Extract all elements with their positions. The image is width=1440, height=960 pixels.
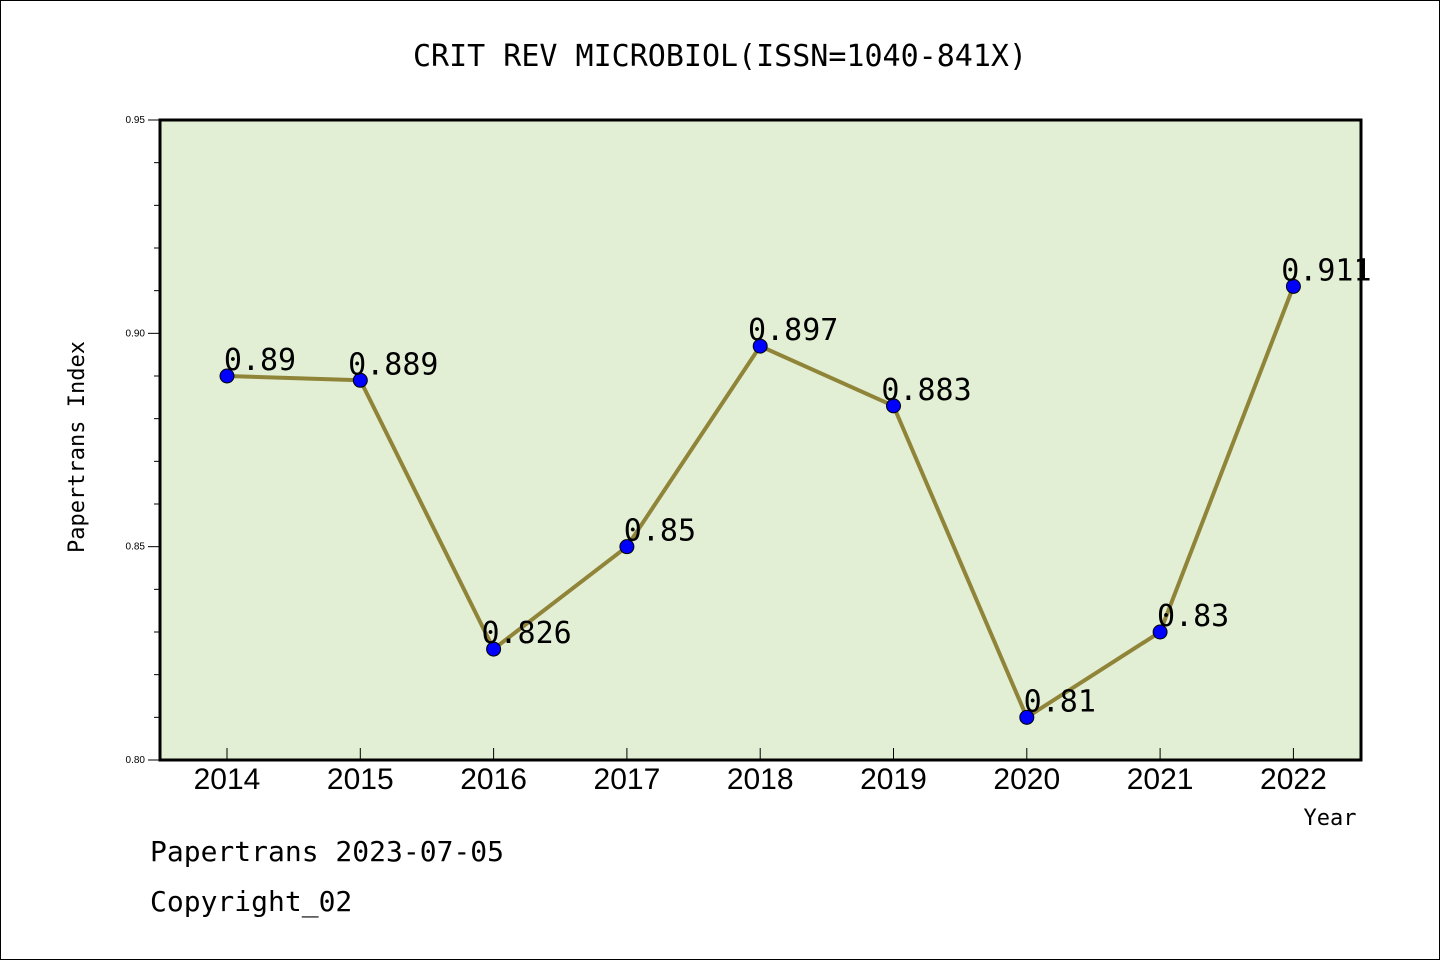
data-label: 0.911: [1281, 253, 1371, 288]
data-point: [886, 398, 901, 414]
x-axis: 2014 2015 2016 2017 2018 2019 2020 2021 2022: [194, 748, 1327, 796]
chart-title: CRIT REV MICROBIOL(ISSN=1040-841X): [413, 39, 1027, 74]
data-point: [1152, 624, 1168, 640]
x-tick-label: 2021: [1127, 763, 1194, 796]
data-label: 0.883: [881, 373, 971, 408]
x-tick-label: 2020: [993, 763, 1060, 796]
series: 0.89 0.889 0.826 0.85 0.897 0.883 0.81 0.83 0.91…: [219, 253, 1372, 725]
data-point: [352, 372, 368, 388]
footer-date: Papertrans 2023-07-05: [150, 835, 505, 868]
data-label: 0.889: [348, 347, 438, 382]
y-tick-label: 0.85: [126, 542, 146, 553]
data-point: [219, 368, 235, 384]
y-axis-label: Papertrans Index: [65, 341, 90, 553]
x-tick-label: 2017: [594, 763, 661, 796]
plot-area: [158, 118, 1363, 762]
y-tick-label: 0.95: [126, 115, 146, 126]
data-point: [1019, 709, 1035, 725]
data-point: [486, 641, 502, 657]
y-tick-label: 0.90: [126, 328, 146, 339]
data-label: 0.83: [1157, 599, 1229, 634]
data-label: 0.85: [624, 514, 696, 549]
x-tick-label: 2014: [194, 763, 261, 796]
data-point: [752, 338, 768, 354]
x-tick-label: 2016: [460, 763, 527, 796]
x-tick-label: 2022: [1260, 763, 1327, 796]
footer-copyright: Copyright_02: [150, 885, 353, 918]
data-label: 0.897: [748, 313, 838, 348]
x-tick-label: 2015: [327, 763, 394, 796]
x-tick-label: 2019: [860, 763, 927, 796]
data-label: 0.89: [224, 343, 296, 378]
data-label: 0.826: [481, 616, 571, 651]
data-label: 0.81: [1024, 684, 1096, 719]
y-tick-label: 0.80: [126, 755, 146, 766]
x-tick-label: 2018: [727, 763, 794, 796]
data-point: [1285, 278, 1301, 294]
y-axis: 0.80 0.85 0.90 0.95: [126, 115, 160, 766]
x-axis-label: Year: [1304, 806, 1357, 831]
data-point: [619, 539, 635, 555]
